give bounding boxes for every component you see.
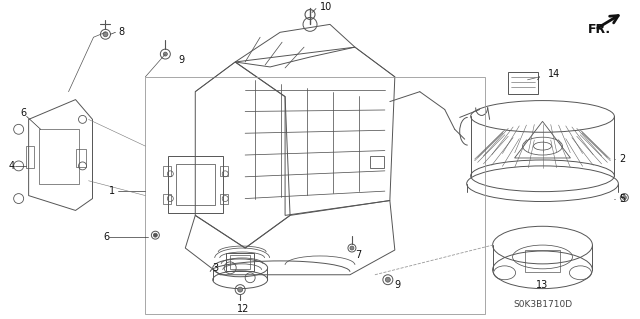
Circle shape (622, 196, 627, 200)
Text: 13: 13 (536, 280, 548, 290)
Bar (230, 255, 250, 269)
Text: 8: 8 (118, 27, 125, 37)
Circle shape (154, 233, 157, 237)
Text: 10: 10 (320, 2, 332, 11)
Text: 3: 3 (212, 263, 218, 273)
Bar (226, 253, 254, 271)
Text: 6: 6 (104, 232, 109, 242)
Text: 6: 6 (20, 108, 27, 118)
Bar (76, 149, 86, 167)
Circle shape (103, 32, 108, 37)
Text: 12: 12 (237, 304, 250, 315)
Text: 2: 2 (620, 154, 625, 164)
Text: 4: 4 (9, 161, 15, 171)
Bar (220, 166, 228, 176)
Text: FR.: FR. (588, 23, 611, 36)
Text: 1: 1 (109, 186, 115, 196)
Text: 14: 14 (547, 69, 560, 79)
Bar (220, 194, 228, 204)
Circle shape (385, 277, 390, 282)
Text: 7: 7 (355, 250, 361, 260)
Bar (163, 194, 172, 204)
Circle shape (350, 246, 354, 250)
Bar (168, 156, 223, 213)
Text: 9: 9 (179, 55, 184, 65)
Text: S0K3B1710D: S0K3B1710D (513, 300, 572, 309)
Bar (525, 250, 561, 272)
Bar (26, 146, 34, 168)
Circle shape (163, 52, 167, 56)
Bar (145, 77, 484, 314)
Bar (163, 166, 172, 176)
Bar (176, 164, 215, 205)
Bar (370, 156, 384, 168)
Bar (508, 72, 538, 94)
Circle shape (237, 287, 243, 292)
Text: 9: 9 (395, 280, 401, 290)
Bar (38, 129, 79, 184)
Text: 5: 5 (620, 194, 625, 204)
